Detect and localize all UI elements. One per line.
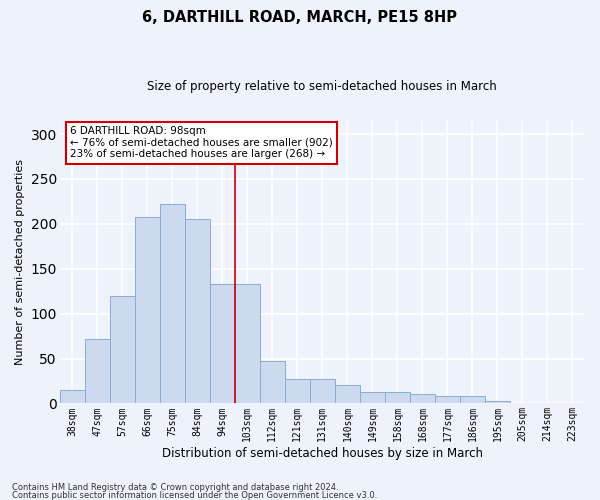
Bar — [410, 394, 435, 404]
Bar — [510, 402, 535, 404]
X-axis label: Distribution of semi-detached houses by size in March: Distribution of semi-detached houses by … — [162, 447, 483, 460]
Text: Contains HM Land Registry data © Crown copyright and database right 2024.: Contains HM Land Registry data © Crown c… — [12, 484, 338, 492]
Bar — [210, 284, 235, 404]
Bar — [135, 216, 160, 404]
Bar — [85, 339, 110, 404]
Y-axis label: Number of semi-detached properties: Number of semi-detached properties — [15, 159, 25, 365]
Bar — [360, 392, 385, 404]
Bar — [110, 296, 135, 404]
Bar — [310, 379, 335, 404]
Text: 6 DARTHILL ROAD: 98sqm
← 76% of semi-detached houses are smaller (902)
23% of se: 6 DARTHILL ROAD: 98sqm ← 76% of semi-det… — [70, 126, 333, 160]
Bar — [485, 400, 510, 404]
Text: Contains public sector information licensed under the Open Government Licence v3: Contains public sector information licen… — [12, 490, 377, 500]
Text: 6, DARTHILL ROAD, MARCH, PE15 8HP: 6, DARTHILL ROAD, MARCH, PE15 8HP — [143, 10, 458, 25]
Bar — [60, 390, 85, 404]
Bar — [160, 204, 185, 404]
Bar — [335, 386, 360, 404]
Bar — [185, 220, 210, 404]
Bar — [385, 392, 410, 404]
Bar — [285, 379, 310, 404]
Bar — [435, 396, 460, 404]
Bar — [460, 396, 485, 404]
Title: Size of property relative to semi-detached houses in March: Size of property relative to semi-detach… — [148, 80, 497, 93]
Bar — [260, 361, 285, 404]
Bar — [235, 284, 260, 404]
